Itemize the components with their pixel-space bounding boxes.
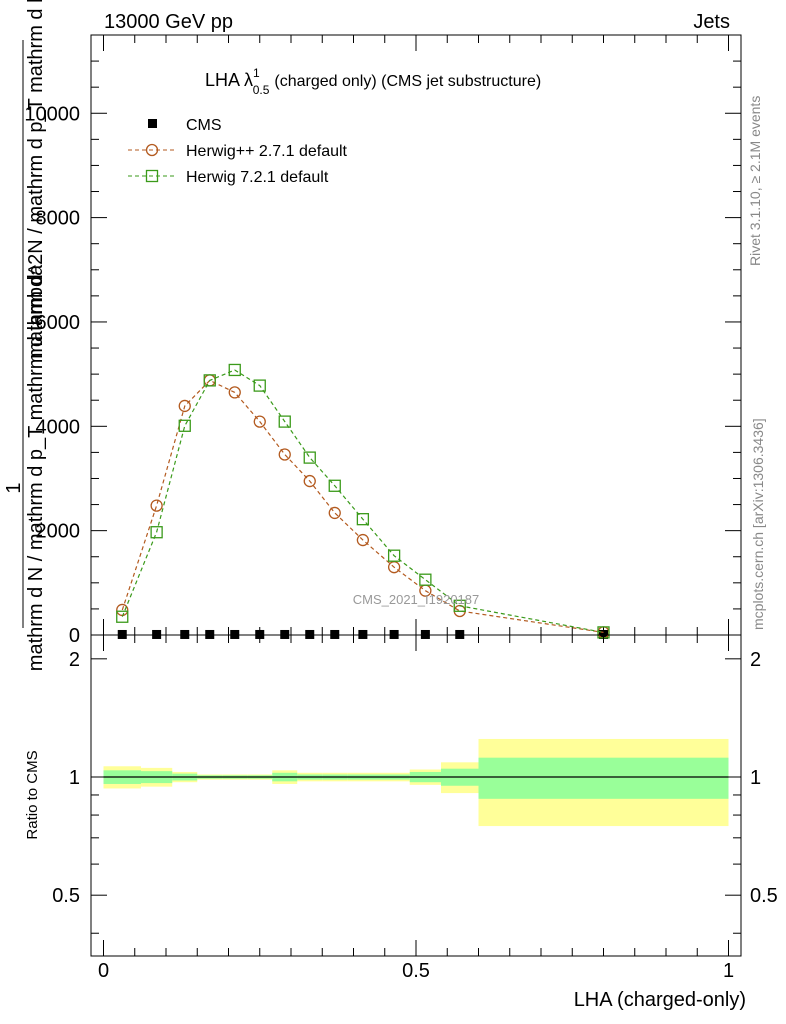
legend-herwigpp-marker — [145, 143, 159, 157]
herwigpp-point — [178, 399, 191, 413]
ratio-ylabel: Ratio to CMS — [24, 750, 41, 839]
legend-herwig7-label: Herwig 7.2.1 default — [186, 169, 329, 186]
main-ytick-label: 0 — [69, 625, 80, 647]
category-label: Jets — [693, 11, 730, 33]
ratio-band-inner — [478, 757, 729, 799]
herwig7-point — [453, 599, 466, 612]
cms-data-point — [455, 629, 465, 639]
main-ylabel-denominator: mathrm d N / mathrm d p_T mathrm d lambd… — [25, 264, 47, 671]
herwig7-point — [328, 479, 341, 492]
ratio-ytick-label-left: 2 — [69, 649, 80, 671]
xtick-label: 1 — [723, 960, 734, 982]
herwig7-point — [150, 526, 163, 539]
cms-data-point — [599, 629, 608, 639]
ratio-axes: 0.5 0.5 1 1 2 2 0 0.5 1 — [52, 635, 778, 982]
herwigpp-point — [303, 474, 316, 488]
herwig7-point — [387, 549, 401, 562]
xtick-label: 0 — [98, 960, 109, 982]
main-ytick-label: 10000 — [24, 103, 80, 125]
main-title-rest: (charged only) (CMS jet substructure) — [274, 73, 541, 90]
ratio-bands — [103, 738, 729, 827]
herwigpp-point — [356, 533, 370, 547]
legend: CMS Herwig++ 2.7.1 default Herwig 7.2.1 … — [128, 117, 348, 186]
xtick-label: 0.5 — [402, 960, 430, 982]
cms-data-point — [255, 629, 265, 639]
main-title-main: LHA λ — [205, 70, 253, 90]
herwig7-point — [356, 513, 370, 526]
cms-data-point — [117, 629, 127, 639]
main-axes: 0 2000 4000 6000 8000 10000 — [24, 34, 741, 647]
mcplots-label: mcplots.cern.ch [arXiv:1306.3436] — [750, 418, 766, 630]
cms-data-point — [152, 629, 162, 639]
herwigpp-point — [228, 386, 241, 399]
xaxis-label: LHA (charged-only) — [574, 989, 746, 1011]
legend-cms-marker — [148, 119, 157, 128]
cms-data-point — [280, 629, 290, 639]
cms-data-point — [305, 629, 315, 639]
herwig7-point — [228, 363, 241, 377]
herwig7-point — [303, 451, 316, 464]
main-title: LHA λ1 0.5 (charged only) (CMS jet substru… — [205, 66, 541, 97]
herwigpp-point — [278, 448, 291, 461]
herwigpp-point — [150, 499, 163, 512]
cms-data-point — [389, 629, 399, 639]
main-ylabel-numerator: 1 — [3, 482, 25, 493]
cms-data-point — [420, 629, 430, 639]
main-ytick-label: 2000 — [36, 521, 81, 543]
main-ylabel: 1 mathrm d^2N / mathrm d p_T mathrm d la… — [3, 0, 47, 671]
ratio-ytick-label-left: 0.5 — [52, 885, 80, 907]
main-ytick-label: 6000 — [36, 312, 81, 334]
herwig7-point — [116, 610, 129, 623]
legend-herwig7-marker — [145, 169, 159, 183]
main-ytick-label: 4000 — [36, 416, 81, 438]
main-marks — [116, 363, 610, 639]
cms-data-point — [205, 629, 215, 639]
herwig7-point — [203, 374, 216, 387]
legend-herwigpp-label: Herwig++ 2.7.1 default — [186, 143, 348, 160]
watermark: CMS_2021_I1920187 — [353, 592, 480, 607]
ratio-ytick-label-left: 1 — [69, 767, 80, 789]
main-title-sub: 0.5 — [253, 83, 270, 97]
herwigpp-point — [253, 415, 266, 428]
main-title-sup: 1 — [253, 66, 260, 80]
main-ylabel-extra: mathrm d^2N / mathrm d p_T mathrm d lamb… — [25, 0, 47, 359]
ratio-ytick-label-right: 0.5 — [750, 885, 778, 907]
ratio-ytick-label-right: 2 — [750, 649, 761, 671]
herwig7-point — [253, 379, 266, 392]
herwig7-point — [419, 573, 432, 586]
herwigpp-point — [328, 506, 341, 520]
herwig7-point — [278, 415, 291, 428]
main-ytick-label: 8000 — [36, 208, 81, 230]
cms-data-point — [358, 629, 368, 639]
legend-cms-label: CMS — [186, 117, 222, 134]
ratio-ytick-label-right: 1 — [750, 767, 761, 789]
cms-data-point — [230, 629, 240, 639]
energy-label: 13000 GeV pp — [104, 11, 233, 33]
rivet-label: Rivet 3.1.10, ≥ 2.1M events — [747, 96, 763, 266]
cms-data-point — [330, 629, 340, 639]
cms-data-point — [180, 629, 190, 639]
herwig7-point — [178, 419, 191, 432]
